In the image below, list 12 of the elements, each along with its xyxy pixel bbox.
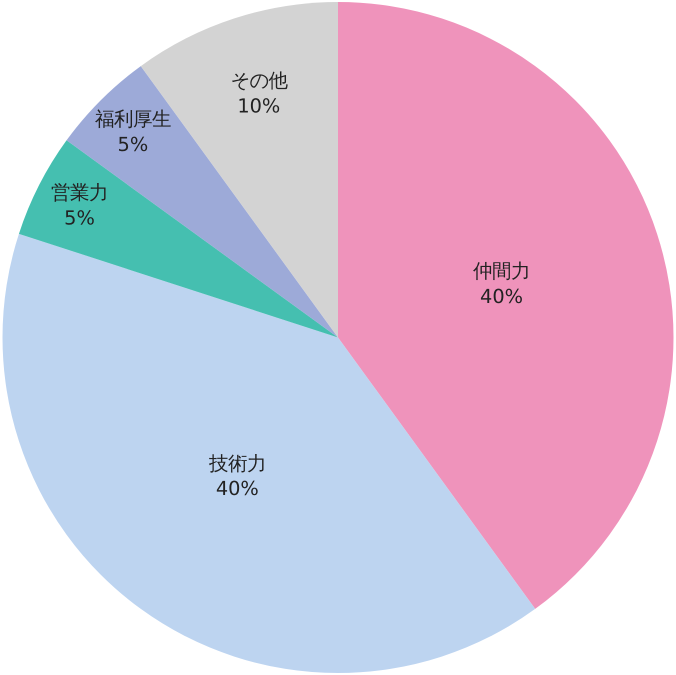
pie-slice <box>338 2 673 609</box>
slice-label: 仲間力 <box>473 260 530 283</box>
slice-label: 技術力 <box>208 452 266 475</box>
slice-label: その他 <box>230 69 288 92</box>
data-label: 40% <box>480 284 524 308</box>
data-label: 10% <box>237 94 280 118</box>
slice-label: 営業力 <box>51 181 108 204</box>
pie-slice <box>3 234 536 673</box>
data-label: 5% <box>64 206 95 230</box>
data-label: 40% <box>216 477 259 500</box>
data-label: 5% <box>118 132 148 156</box>
slice-label: 福利厚生 <box>94 108 171 131</box>
